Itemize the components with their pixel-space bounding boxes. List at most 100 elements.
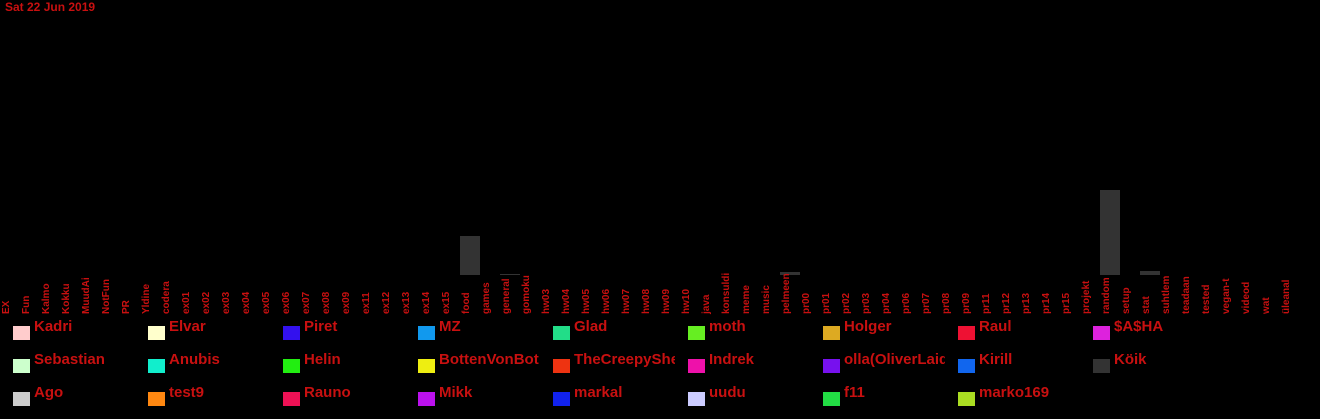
legend-swatch [418, 359, 435, 373]
tick-label-ex14: ex14 [421, 291, 432, 314]
legend-item: Köik [1080, 351, 1215, 373]
legend-label: Indrek [709, 351, 755, 368]
legend-swatch [283, 359, 300, 373]
legend-item: test9 [135, 384, 270, 406]
tick-label-hw06: hw06 [601, 289, 612, 314]
bar-pelmeen [780, 272, 800, 275]
legend-item: $A$HA [1080, 318, 1215, 340]
legend-item: Kirill [945, 351, 1080, 373]
legend-item: Anubis [135, 351, 270, 373]
tick-label-codera: codera [161, 281, 172, 314]
legend-label: Kirill [979, 351, 1013, 368]
tick-label-pr00: pr00 [801, 292, 812, 314]
legend-swatch [553, 326, 570, 340]
legend-label: Mikk [439, 384, 473, 401]
legend-swatch [823, 392, 840, 406]
tick-label-pr09: pr09 [961, 292, 972, 314]
legend-item: marko169 [945, 384, 1080, 406]
bar-random [1100, 190, 1120, 275]
tick-label-hw05: hw05 [581, 289, 592, 314]
tick-label-java: java [701, 294, 712, 315]
tick-label-teadaan: teadaan [1181, 276, 1192, 314]
legend-label: TheCreepyShe [574, 351, 675, 368]
legend-swatch [1093, 359, 1110, 373]
tick-label-Fun: Fun [21, 296, 32, 314]
legend-label: test9 [169, 384, 205, 401]
legend-label: marko169 [979, 384, 1050, 401]
tick-label-pr06: pr06 [901, 292, 912, 314]
legend-label: Anubis [169, 351, 220, 368]
tick-label-setup: setup [1121, 287, 1132, 314]
legend-label: f11 [844, 384, 865, 401]
legend-label: uudu [709, 384, 746, 401]
tick-labels-group: EX Fun Kalmo Kokku MuudAi NotFun PR Yldine coder… [1, 273, 1292, 315]
tick-label-meme: meme [741, 285, 752, 314]
legend-item: moth [675, 318, 810, 340]
tick-label-pr08: pr08 [941, 292, 952, 314]
legend-swatch [553, 359, 570, 373]
tick-label-pr13: pr13 [1021, 292, 1032, 314]
tick-label-music: music [761, 285, 772, 314]
legend-item: Glad [540, 318, 675, 340]
tick-label-EX: EX [1, 300, 12, 314]
legend-swatch [283, 326, 300, 340]
legend-swatch [958, 326, 975, 340]
tick-label-ex04: ex04 [241, 291, 252, 314]
legend-label: Kadri [34, 318, 73, 335]
legend-swatch [13, 359, 30, 373]
legend-swatch [148, 326, 165, 340]
tick-label-pr04: pr04 [881, 292, 892, 314]
legend-swatch [553, 392, 570, 406]
legend-item: olla(OliverLaid [810, 351, 945, 373]
tick-label-hw03: hw03 [541, 289, 552, 314]
tick-label-hw09: hw09 [661, 289, 672, 314]
legend: Kadri Elvar Piret MZ Glad moth Holger Raul $A$HA… [0, 318, 1320, 418]
legend-label: Glad [574, 318, 608, 335]
legend-item: Ago [0, 384, 135, 406]
tick-label-pr14: pr14 [1041, 292, 1052, 314]
tick-label-hw08: hw08 [641, 289, 652, 314]
tick-label-suhtlem: suhtlem [1161, 276, 1172, 314]
tick-label-stat: stat [1141, 296, 1152, 314]
bars-group [460, 190, 1160, 275]
legend-swatch [823, 326, 840, 340]
tick-label-videod: videod [1241, 282, 1252, 314]
tick-label-MuudAi: MuudAi [81, 277, 92, 314]
tick-label-hw10: hw10 [681, 289, 692, 314]
legend-item: Piret [270, 318, 405, 340]
tick-label-ex13: ex13 [401, 291, 412, 314]
legend-label: MZ [439, 318, 461, 335]
legend-label: Sebastian [34, 351, 105, 368]
tick-label-ex07: ex07 [301, 291, 312, 314]
bar-stat [1140, 271, 1160, 275]
legend-swatch [688, 392, 705, 406]
legend-item: Elvar [135, 318, 270, 340]
legend-swatch [148, 359, 165, 373]
tick-label-pr01: pr01 [821, 292, 832, 314]
tick-label-general: general [501, 278, 512, 314]
tick-label-ex15: ex15 [441, 291, 452, 314]
legend-swatch [823, 359, 840, 373]
legend-label: BottenVonBot [439, 351, 539, 368]
legend-item: Sebastian [0, 351, 135, 373]
tick-label-pr02: pr02 [841, 292, 852, 314]
legend-item: Rauno [270, 384, 405, 406]
legend-item: f11 [810, 384, 945, 406]
tick-label-hw07: hw07 [621, 289, 632, 314]
tick-label-games: games [481, 282, 492, 314]
tick-label-gomoku: gomoku [521, 275, 532, 314]
tick-label-ex01: ex01 [181, 291, 192, 314]
legend-item: Holger [810, 318, 945, 340]
legend-label: Piret [304, 318, 338, 335]
tick-label-ex09: ex09 [341, 291, 352, 314]
tick-label-ex11: ex11 [361, 292, 372, 314]
legend-item: TheCreepyShe [540, 351, 675, 373]
tick-label-NotFun: NotFun [101, 279, 112, 314]
bar-food [460, 236, 480, 275]
legend-item: Kadri [0, 318, 135, 340]
tick-label-ex12: ex12 [381, 291, 392, 314]
legend-swatch [958, 392, 975, 406]
tick-label-Kalmo: Kalmo [41, 283, 52, 314]
legend-label: Ago [34, 384, 64, 401]
